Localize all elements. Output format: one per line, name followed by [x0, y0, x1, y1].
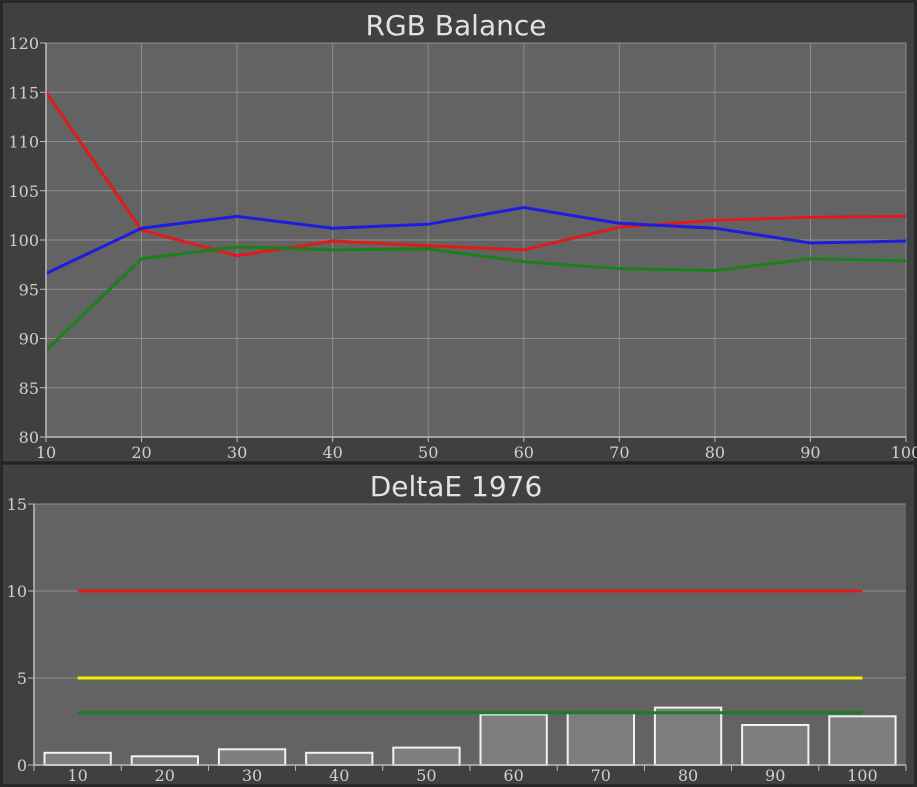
deltae-y-tick-labels: 0 5 10 15 — [7, 495, 27, 775]
deltae-y-tick-label: 15 — [7, 495, 27, 514]
deltae-x-tick-label: 20 — [155, 766, 175, 785]
deltae-bar-30 — [217, 748, 287, 766]
deltae-bar-50 — [392, 746, 461, 766]
deltae-bar-70 — [566, 711, 636, 766]
rgb-y-tick-label: 115 — [8, 83, 39, 102]
rgb-y-tick-label: 120 — [8, 34, 39, 53]
deltae-x-tick-label: 60 — [503, 766, 523, 785]
rgb-x-tick-label: 20 — [131, 443, 151, 462]
deltae-x-tick-label: 90 — [765, 766, 785, 785]
rgb-y-tick-labels: 80 85 90 95 100 105 110 115 120 — [8, 34, 39, 447]
deltae-x-tick-label: 40 — [329, 766, 349, 785]
deltae-y-tick-label: 5 — [17, 669, 27, 688]
rgb-x-tick-label: 50 — [418, 443, 438, 462]
rgb-x-tick-labels: 10 20 30 40 50 60 70 80 90 100 — [36, 443, 917, 462]
deltae-x-tick-label: 100 — [847, 766, 878, 785]
deltae-x-tick-label: 10 — [67, 766, 87, 785]
deltae-bar-60 — [479, 713, 548, 766]
rgb-x-tick-label: 100 — [891, 443, 917, 462]
rgb-y-tick-label: 95 — [19, 280, 39, 299]
deltae-bar-10 — [43, 751, 112, 766]
rgb-gridlines — [40, 42, 907, 442]
deltae-bar-90 — [741, 724, 810, 766]
deltae-x-tick-label: 80 — [678, 766, 698, 785]
rgb-series-line-0 — [44, 91, 907, 258]
deltae-bars — [43, 706, 897, 766]
rgb-x-tick-label: 60 — [514, 443, 534, 462]
deltae-bar-100 — [828, 715, 897, 766]
deltae-x-tick-label: 50 — [416, 766, 436, 785]
rgb-y-tick-label: 80 — [19, 428, 39, 447]
deltae-bar-20 — [130, 755, 199, 766]
deltae-y-tick-label: 10 — [7, 582, 27, 601]
deltae-x-tick-label: 30 — [242, 766, 262, 785]
rgb-x-tick-label: 30 — [227, 443, 247, 462]
rgb-series-line-2 — [45, 206, 907, 275]
deltae-bar-40 — [305, 751, 374, 766]
rgb-x-tick-label: 90 — [800, 443, 820, 462]
rgb-series-line-1 — [44, 245, 907, 352]
rgb-balance-title: RGB Balance — [366, 9, 547, 42]
deltae-y-tick-label: 0 — [17, 756, 27, 775]
rgb-y-tick-label: 105 — [8, 182, 39, 201]
deltae-title: DeltaE 1976 — [370, 470, 543, 503]
rgb-y-tick-label: 90 — [19, 330, 39, 349]
deltae-x-tick-labels: 10 20 30 40 50 60 70 80 90 100 — [67, 766, 877, 785]
rgb-series-lines — [44, 91, 907, 352]
rgb-x-tick-label: 80 — [705, 443, 725, 462]
rgb-y-tick-label: 100 — [8, 231, 39, 250]
rgb-x-tick-label: 40 — [322, 443, 342, 462]
rgb-y-tick-label: 85 — [19, 379, 39, 398]
deltae-plot-area — [34, 504, 906, 765]
deltae-x-tick-label: 70 — [591, 766, 611, 785]
deltae-bar-80 — [653, 706, 723, 766]
deltae-reference-lines — [77, 589, 863, 715]
rgb-x-tick-label: 10 — [36, 443, 56, 462]
rgb-x-tick-label: 70 — [609, 443, 629, 462]
rgb-y-tick-label: 110 — [8, 133, 39, 152]
